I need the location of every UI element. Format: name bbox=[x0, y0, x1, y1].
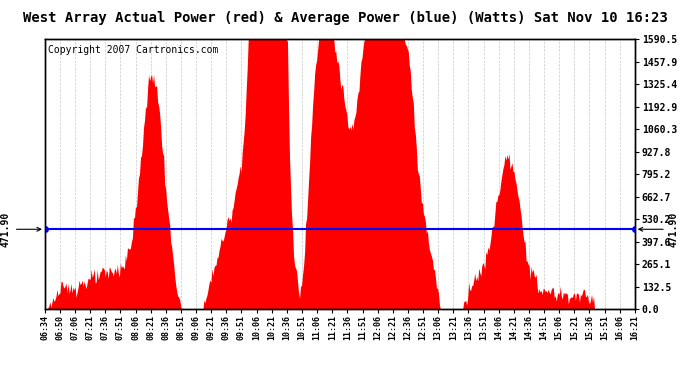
Text: 471.90: 471.90 bbox=[1, 211, 41, 247]
Text: West Array Actual Power (red) & Average Power (blue) (Watts) Sat Nov 10 16:23: West Array Actual Power (red) & Average … bbox=[23, 11, 667, 25]
Text: Copyright 2007 Cartronics.com: Copyright 2007 Cartronics.com bbox=[48, 45, 218, 55]
Text: 471.90: 471.90 bbox=[639, 211, 679, 247]
